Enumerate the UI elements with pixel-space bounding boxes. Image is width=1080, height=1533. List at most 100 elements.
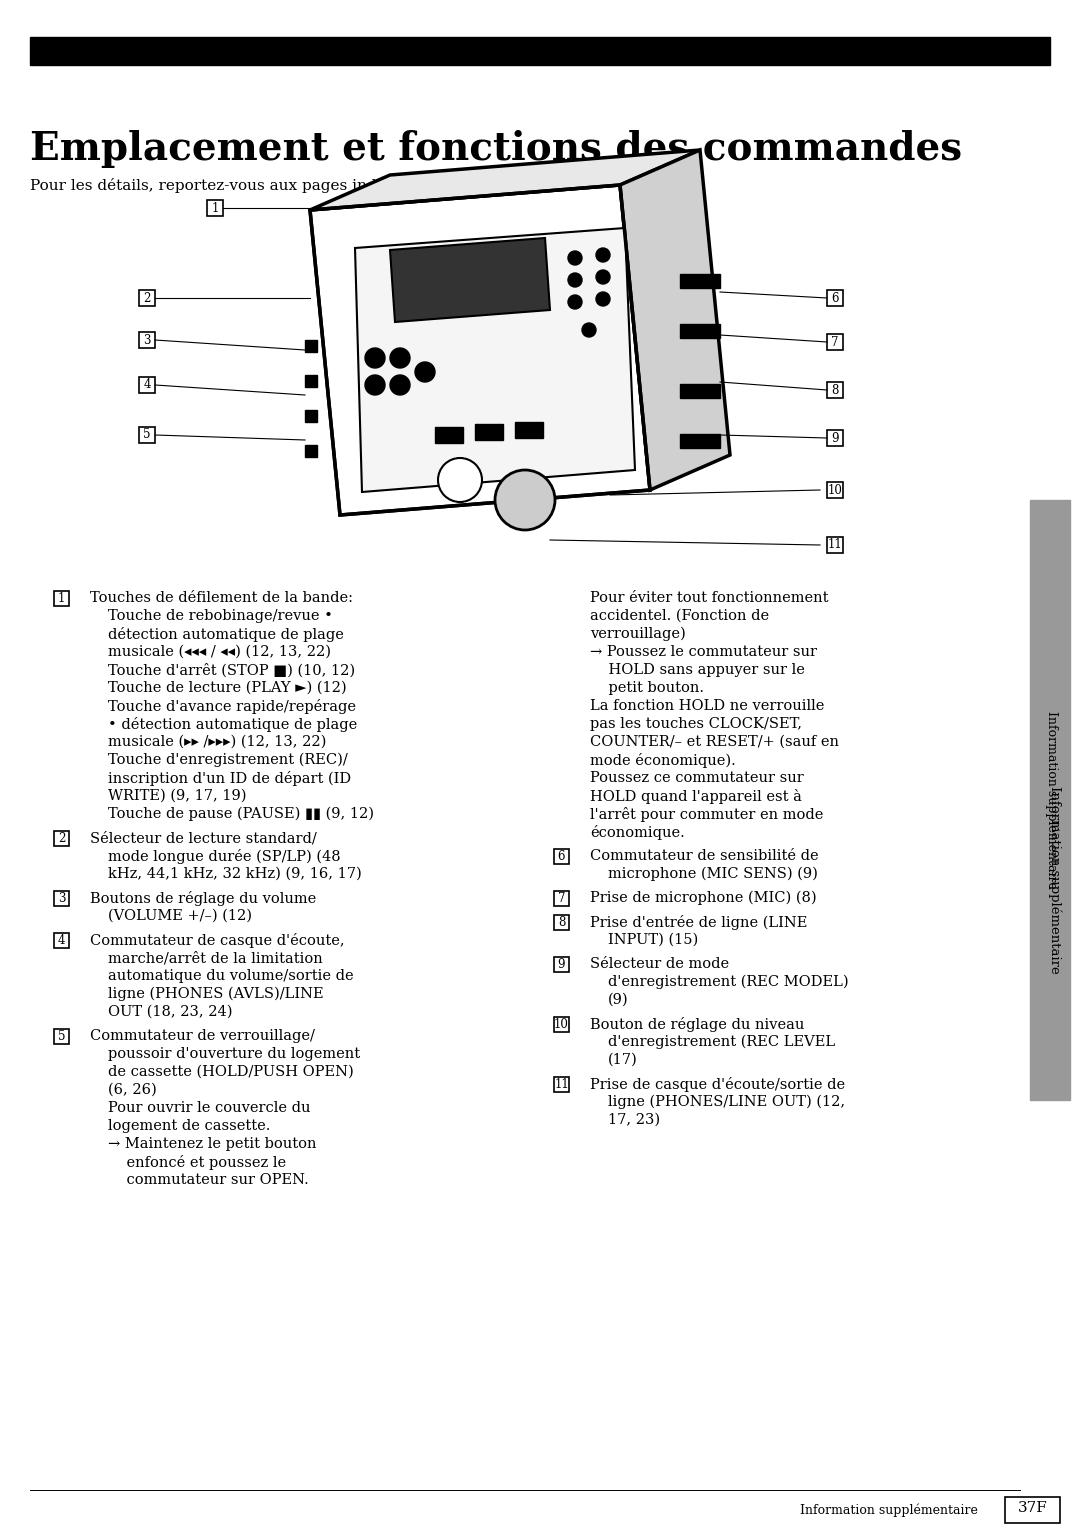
- Bar: [680, 383, 720, 399]
- Text: Commutateur de verrouillage/: Commutateur de verrouillage/: [90, 1029, 315, 1042]
- Bar: [554, 915, 569, 929]
- Polygon shape: [310, 185, 650, 515]
- Circle shape: [596, 291, 610, 307]
- Bar: [827, 334, 843, 350]
- Bar: [554, 891, 569, 906]
- Text: 5: 5: [57, 1030, 65, 1042]
- Text: Prise d'entrée de ligne (LINE: Prise d'entrée de ligne (LINE: [590, 915, 808, 929]
- Text: 11: 11: [827, 538, 842, 552]
- Bar: [305, 445, 318, 457]
- Text: Pour les détails, reportez-vous aux pages indiquées entre parenthèses ().: Pour les détails, reportez-vous aux page…: [30, 178, 594, 193]
- Text: Touche d'avance rapide/repérage: Touche d'avance rapide/repérage: [108, 699, 356, 713]
- Text: d'enregistrement (REC LEVEL: d'enregistrement (REC LEVEL: [608, 1035, 835, 1049]
- Circle shape: [415, 362, 435, 382]
- Bar: [139, 333, 156, 348]
- Text: mode longue durée (SP/LP) (48: mode longue durée (SP/LP) (48: [108, 848, 340, 863]
- Text: musicale (▸▸ /▸▸▸) (12, 13, 22): musicale (▸▸ /▸▸▸) (12, 13, 22): [108, 734, 326, 750]
- Text: 6: 6: [557, 849, 565, 863]
- Polygon shape: [310, 150, 700, 210]
- Bar: [827, 290, 843, 307]
- Circle shape: [390, 348, 410, 368]
- Text: inscription d'un ID de départ (ID: inscription d'un ID de départ (ID: [108, 771, 351, 785]
- Text: 11: 11: [554, 1078, 569, 1090]
- Text: HOLD sans appuyer sur le: HOLD sans appuyer sur le: [590, 662, 805, 678]
- Bar: [139, 428, 156, 443]
- Text: WRITE) (9, 17, 19): WRITE) (9, 17, 19): [108, 789, 246, 803]
- Text: OUT (18, 23, 24): OUT (18, 23, 24): [108, 1006, 232, 1019]
- Text: 17, 23): 17, 23): [608, 1113, 660, 1127]
- Text: Sélecteur de lecture standard/: Sélecteur de lecture standard/: [90, 831, 316, 845]
- Bar: [515, 422, 543, 438]
- Text: 37F: 37F: [1018, 1501, 1048, 1515]
- Text: Information supplémentaire: Information supplémentaire: [800, 1504, 977, 1516]
- Text: 8: 8: [832, 383, 839, 397]
- Bar: [54, 932, 69, 947]
- Text: ligne (PHONES (AVLS)/LINE: ligne (PHONES (AVLS)/LINE: [108, 987, 324, 1001]
- Text: mode économique).: mode économique).: [590, 753, 735, 768]
- Text: COUNTER/– et RESET/+ (sauf en: COUNTER/– et RESET/+ (sauf en: [590, 734, 839, 750]
- Text: Information supplémentaire: Information supplémentaire: [1049, 786, 1062, 973]
- Text: Pour éviter tout fonctionnement: Pour éviter tout fonctionnement: [590, 592, 828, 606]
- Text: Emplacement et fonctions des commandes: Emplacement et fonctions des commandes: [30, 130, 962, 169]
- Bar: [207, 199, 222, 216]
- Text: l'arrêt pour commuter en mode: l'arrêt pour commuter en mode: [590, 806, 823, 822]
- Text: • détection automatique de plage: • détection automatique de plage: [108, 716, 357, 731]
- Bar: [1005, 1498, 1059, 1522]
- Text: 9: 9: [832, 431, 839, 445]
- Text: INPUT) (15): INPUT) (15): [608, 934, 699, 947]
- Text: Bouton de réglage du niveau: Bouton de réglage du niveau: [590, 1016, 805, 1032]
- Text: HOLD quand l'appareil est à: HOLD quand l'appareil est à: [590, 788, 801, 803]
- Text: 5: 5: [144, 429, 151, 442]
- Text: 9: 9: [557, 958, 565, 970]
- Bar: [554, 1076, 569, 1091]
- Text: (6, 26): (6, 26): [108, 1082, 157, 1098]
- Text: détection automatique de plage: détection automatique de plage: [108, 627, 343, 641]
- Bar: [554, 1016, 569, 1032]
- Text: 4: 4: [144, 379, 151, 391]
- Text: Prise de microphone (MIC) (8): Prise de microphone (MIC) (8): [590, 891, 816, 904]
- Bar: [139, 290, 156, 307]
- Bar: [554, 957, 569, 972]
- Text: accidentel. (Fonction de: accidentel. (Fonction de: [590, 609, 769, 622]
- Text: 2: 2: [58, 831, 65, 845]
- Text: Touche d'arrêt (STOP ■) (10, 12): Touche d'arrêt (STOP ■) (10, 12): [108, 662, 355, 678]
- Bar: [305, 409, 318, 422]
- Text: 7: 7: [832, 336, 839, 348]
- Text: Commutateur de sensibilité de: Commutateur de sensibilité de: [590, 849, 819, 863]
- Circle shape: [365, 348, 384, 368]
- Text: Commutateur de casque d'écoute,: Commutateur de casque d'écoute,: [90, 932, 345, 947]
- Polygon shape: [620, 150, 730, 491]
- Bar: [305, 340, 318, 353]
- Text: 10: 10: [554, 1018, 569, 1030]
- Bar: [680, 274, 720, 288]
- Bar: [54, 590, 69, 606]
- Text: poussoir d'ouverture du logement: poussoir d'ouverture du logement: [108, 1047, 360, 1061]
- Circle shape: [438, 458, 482, 501]
- Circle shape: [495, 471, 555, 530]
- Text: 1: 1: [58, 592, 65, 604]
- Text: (VOLUME +/–) (12): (VOLUME +/–) (12): [108, 909, 252, 923]
- Text: 3: 3: [57, 892, 65, 904]
- Bar: [680, 323, 720, 337]
- Text: Pour ouvrir le couvercle du: Pour ouvrir le couvercle du: [108, 1101, 311, 1114]
- Text: musicale (◂◂◂ / ◂◂) (12, 13, 22): musicale (◂◂◂ / ◂◂) (12, 13, 22): [108, 645, 330, 659]
- Bar: [54, 831, 69, 846]
- Bar: [475, 425, 503, 440]
- Text: économique.: économique.: [590, 825, 685, 840]
- Bar: [30, 37, 1050, 64]
- Bar: [54, 891, 69, 906]
- Circle shape: [568, 294, 582, 310]
- Text: 7: 7: [557, 892, 565, 904]
- Circle shape: [390, 376, 410, 396]
- Polygon shape: [355, 228, 635, 492]
- Text: Prise de casque d'écoute/sortie de: Prise de casque d'écoute/sortie de: [590, 1076, 846, 1091]
- Text: 4: 4: [57, 934, 65, 946]
- Circle shape: [596, 248, 610, 262]
- Bar: [139, 377, 156, 392]
- Circle shape: [365, 376, 384, 396]
- Text: Touches de défilement de la bande:: Touches de défilement de la bande:: [90, 592, 353, 606]
- Text: Information supplémentaire: Information supplémentaire: [1045, 711, 1058, 889]
- Text: Boutons de réglage du volume: Boutons de réglage du volume: [90, 891, 316, 906]
- Text: Touche de rebobinage/revue •: Touche de rebobinage/revue •: [108, 609, 333, 622]
- Bar: [554, 848, 569, 863]
